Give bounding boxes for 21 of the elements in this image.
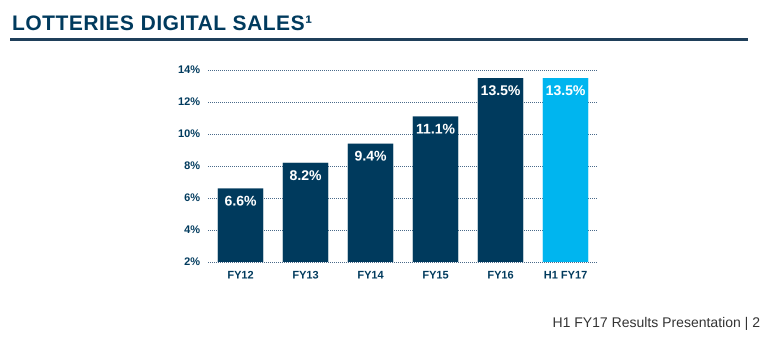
x-tick-label: FY16 [487, 270, 514, 282]
x-tick-label: FY14 [357, 270, 385, 282]
y-tick-label: 14% [178, 64, 200, 76]
chart-title: LOTTERIES DIGITAL SALES¹ [12, 12, 313, 36]
y-tick-label: 8% [184, 160, 200, 172]
text: H1 FY17 Results Presentation | 2 [552, 314, 760, 330]
x-tick-label: H1 FY17 [544, 270, 588, 282]
y-tick-label: 12% [178, 96, 200, 108]
data-label: 13.5% [480, 82, 521, 98]
y-tick-label: 4% [184, 224, 200, 236]
data-label: 9.4% [354, 148, 387, 164]
y-tick-label: 10% [178, 128, 200, 140]
data-label: 11.1% [416, 120, 456, 136]
x-tick-label: FY15 [422, 270, 449, 282]
data-label: 13.5% [546, 82, 586, 98]
data-label: 6.6% [224, 192, 257, 208]
data-label: 8.2% [290, 166, 322, 183]
y-tick-label: 6% [184, 192, 200, 204]
x-tick-label: FY13 [292, 270, 319, 282]
x-tick-label: FY12 [227, 270, 254, 282]
y-tick-label: 2% [184, 256, 200, 268]
